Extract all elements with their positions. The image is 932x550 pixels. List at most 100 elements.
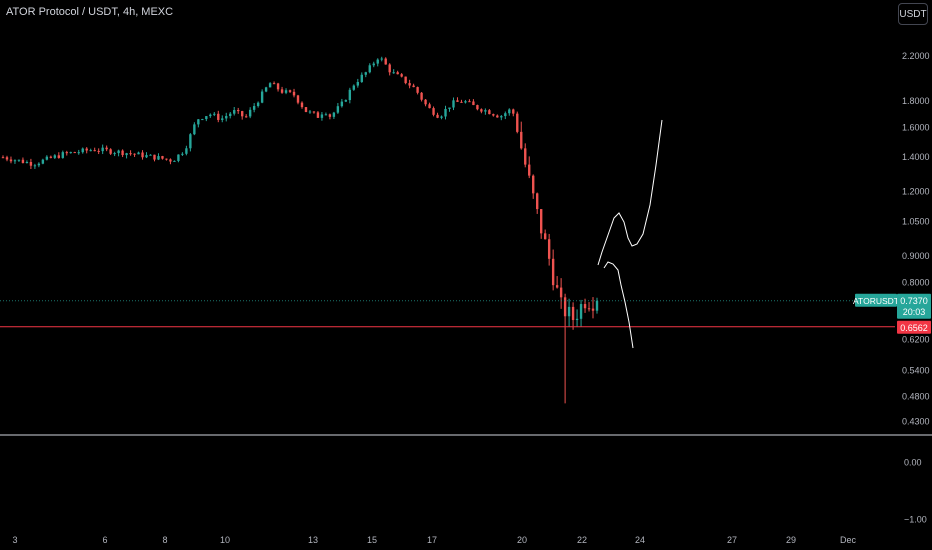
time-axis-tick: 8 — [162, 535, 167, 545]
time-axis-tick: 20 — [517, 535, 527, 545]
candle-body — [260, 91, 264, 103]
candle-body — [65, 152, 68, 154]
candle-body — [252, 106, 256, 110]
candle-body — [500, 116, 503, 118]
candle-body — [237, 110, 240, 112]
candle-body — [213, 113, 216, 115]
candle-body — [240, 111, 244, 117]
candle-body — [567, 306, 571, 317]
candle-body — [460, 101, 463, 103]
price-axis-tick: 0.5400 — [902, 365, 930, 375]
time-axis-tick: 27 — [727, 535, 737, 545]
candle-body — [5, 157, 9, 160]
candle-body — [539, 209, 543, 234]
candle-body — [587, 308, 591, 310]
candle-body — [400, 74, 403, 77]
candle-body — [308, 111, 312, 113]
candle-body — [69, 152, 72, 154]
price-axis-tick: 0.8000 — [902, 277, 930, 287]
candle-body — [157, 156, 160, 160]
candle-body — [432, 108, 435, 115]
candle-body — [464, 101, 467, 103]
candle-body — [276, 83, 280, 90]
candle-body — [492, 114, 495, 116]
candle-body — [1, 157, 5, 159]
candle-body — [280, 89, 284, 93]
candle-body — [85, 148, 88, 151]
candle-body — [372, 63, 375, 66]
candle-body — [141, 152, 144, 158]
candle-body — [37, 163, 41, 166]
candle-body — [161, 156, 164, 159]
candle-body — [113, 153, 116, 155]
candle-body — [428, 104, 431, 109]
candle-body — [33, 165, 37, 167]
candle-body — [547, 239, 551, 259]
candle-body — [324, 114, 328, 116]
candles — [1, 56, 599, 404]
candle-body — [117, 150, 120, 154]
candle-body — [543, 233, 547, 240]
last-price-label: 0.7370 — [900, 296, 928, 306]
candle-body — [388, 64, 391, 73]
candle-body — [57, 155, 61, 158]
time-axis-tick: 10 — [220, 535, 230, 545]
candle-body — [268, 83, 272, 88]
time-axis-tick: Dec — [840, 535, 857, 545]
time-axis-tick: 3 — [12, 535, 17, 545]
candle-body — [193, 124, 196, 135]
time-axis-tick: 15 — [367, 535, 377, 545]
last-price-box — [897, 293, 931, 319]
candle-body — [256, 102, 260, 107]
candle-body — [404, 76, 407, 84]
candle-body — [109, 149, 112, 154]
candle-body — [571, 306, 575, 321]
currency-button[interactable]: USDT — [898, 3, 928, 25]
candle-body — [512, 109, 515, 114]
candle-body — [488, 110, 491, 115]
price-axis-tick: 1.6000 — [902, 122, 930, 132]
candle-body — [189, 134, 192, 149]
candle-body — [484, 110, 487, 112]
candle-body — [105, 147, 108, 150]
candle-body — [181, 153, 184, 155]
candle-body — [555, 285, 559, 288]
candle-body — [248, 109, 252, 117]
candle-body — [169, 159, 172, 162]
candle-body — [13, 160, 17, 162]
symbol-label: ATORUSDT — [853, 296, 899, 306]
alert-price-label: 0.6562 — [900, 323, 928, 333]
candle-body — [25, 161, 29, 163]
candle-body — [332, 112, 336, 117]
candle-body — [412, 85, 415, 88]
price-axis-tick: 0.4800 — [902, 392, 930, 402]
candle-body — [137, 152, 140, 155]
candle-body — [292, 91, 296, 96]
candle-body — [101, 147, 104, 152]
price-axis-tick: 1.4000 — [902, 152, 930, 162]
candle-body — [300, 102, 304, 108]
price-axis-tick: 1.2000 — [902, 187, 930, 197]
candle-body — [348, 89, 352, 101]
time-axis-tick: 17 — [427, 535, 437, 545]
time-axis-tick: 13 — [308, 535, 318, 545]
candle-body — [352, 85, 356, 90]
candle-body — [133, 153, 136, 155]
candle-body — [532, 175, 535, 194]
candle-body — [41, 159, 45, 164]
candle-body — [264, 87, 268, 92]
candle-body — [364, 72, 367, 75]
candle-body — [284, 90, 288, 93]
candle-body — [185, 148, 188, 154]
chart-title: ATOR Protocol / USDT, 4h, MEXC — [6, 6, 174, 18]
candle-body — [408, 83, 411, 86]
candle-body — [551, 258, 555, 286]
candle-body — [233, 110, 236, 114]
candle-body — [244, 116, 248, 118]
price-axis-tick: 2.2000 — [902, 51, 930, 61]
candle-body — [524, 148, 527, 165]
candle-body — [229, 113, 232, 117]
candle-body — [440, 116, 443, 118]
candle-body — [496, 115, 499, 118]
